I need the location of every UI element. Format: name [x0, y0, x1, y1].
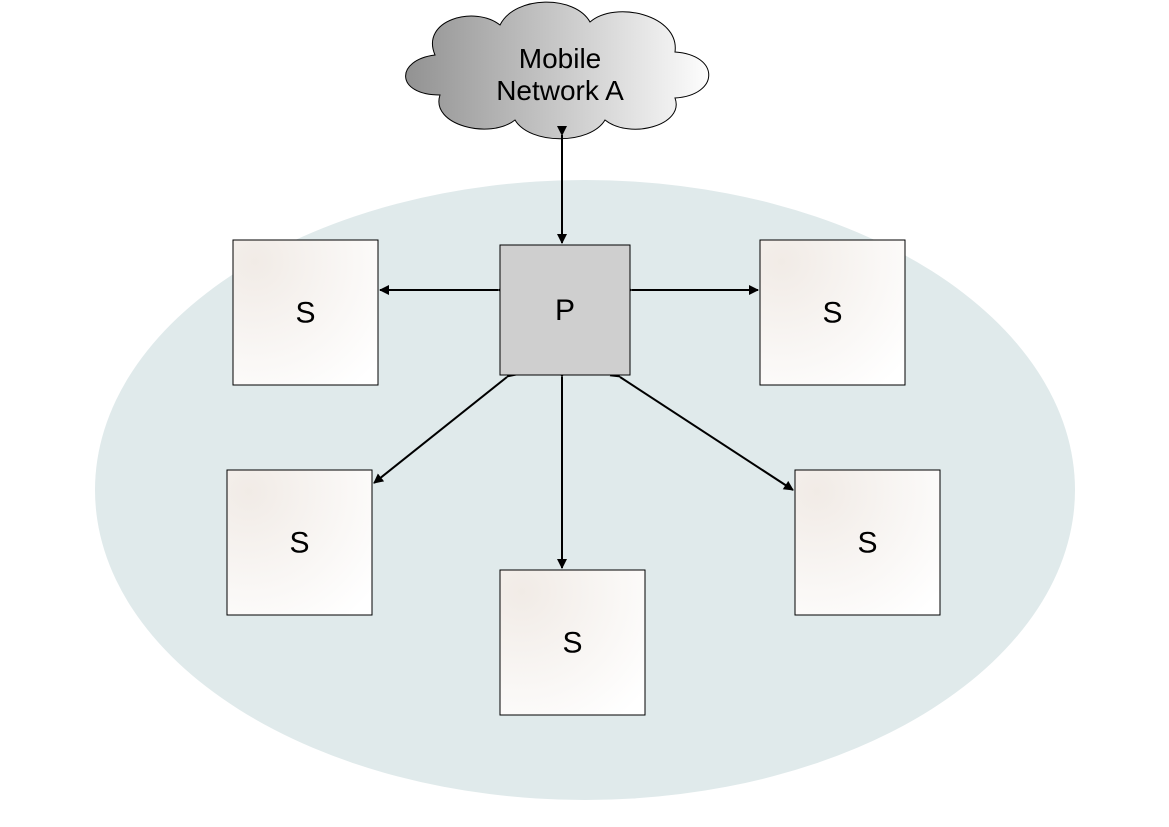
secondary-node-3: S — [795, 470, 940, 615]
cloud-label-line1: Mobile — [519, 43, 601, 74]
secondary-node-label-3: S — [857, 526, 877, 559]
primary-node: P — [500, 245, 630, 375]
secondary-node-label-1: S — [822, 296, 842, 329]
cloud-label-line2: Network A — [496, 75, 624, 106]
secondary-node-label-2: S — [289, 526, 309, 559]
secondary-node-2: S — [227, 470, 372, 615]
network-diagram: Mobile Network A P S S S S S — [0, 0, 1169, 827]
secondary-node-1: S — [760, 240, 905, 385]
primary-node-label: P — [555, 294, 575, 327]
secondary-node-label-0: S — [295, 296, 315, 329]
secondary-node-0: S — [233, 240, 378, 385]
secondary-node-4: S — [500, 570, 645, 715]
mobile-network-cloud: Mobile Network A — [406, 2, 709, 139]
secondary-node-label-4: S — [562, 626, 582, 659]
